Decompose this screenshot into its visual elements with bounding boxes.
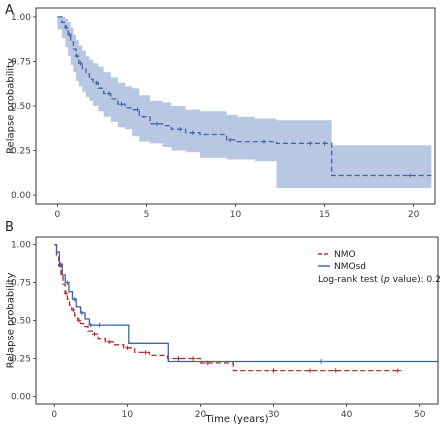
censor-mark-nmosd bbox=[72, 297, 77, 302]
censor-mark-nmo bbox=[271, 368, 276, 373]
censor-mark-overall bbox=[154, 121, 160, 126]
panel-b-chart: 0 10 20 30 40 50 0.00 0.25 0.50 0.75 1.00 Relapse p… bbox=[6, 236, 439, 425]
x-tick-label: 20 bbox=[408, 210, 420, 220]
censor-mark-nmo bbox=[307, 368, 313, 373]
y-tick-label: 0.25 bbox=[11, 354, 31, 364]
x-tick-label: 10 bbox=[122, 410, 134, 420]
censor-mark-nmo bbox=[106, 339, 112, 344]
censor-mark-nmo bbox=[190, 356, 196, 361]
censor-mark-nmo bbox=[176, 356, 181, 361]
censor-mark-nmosd bbox=[88, 322, 93, 328]
plot-frame bbox=[35, 236, 439, 405]
censor-mark-overall bbox=[407, 173, 413, 178]
censor-mark-nmo bbox=[63, 291, 69, 296]
y-tick-label: 0.00 bbox=[11, 392, 31, 402]
x-tick-label: 50 bbox=[414, 410, 426, 420]
x-tick-label: 30 bbox=[268, 410, 280, 420]
censor-mark-overall bbox=[228, 137, 233, 143]
y-axis-title: Relapse probability bbox=[6, 273, 17, 369]
survival-curve-nmosd bbox=[54, 243, 438, 363]
y-tick-label: 0.00 bbox=[11, 191, 31, 201]
censor-mark-nmo bbox=[92, 332, 97, 337]
censor-mark-nmosd bbox=[79, 310, 85, 316]
censor-mark-nmosd bbox=[65, 280, 70, 285]
x-axis-title: Time (years) bbox=[205, 414, 269, 425]
censor-mark-nmo bbox=[125, 345, 130, 350]
confidence-band-overall bbox=[57, 16, 432, 189]
panel-letter-a: A bbox=[5, 3, 14, 18]
y-tick-label: 0.75 bbox=[11, 57, 31, 67]
plot-area-b bbox=[54, 243, 438, 373]
survival-curve-overall bbox=[57, 16, 432, 177]
y-tick-label: 0.25 bbox=[11, 147, 31, 157]
y-tick-label: 0.50 bbox=[11, 317, 31, 327]
censor-mark-overall bbox=[64, 25, 69, 30]
censor-mark-overall bbox=[94, 80, 99, 85]
y-axis-title: Relapse probability bbox=[6, 58, 17, 154]
plot-area-a bbox=[57, 16, 432, 189]
y-tick-label: 0.50 bbox=[11, 102, 31, 112]
panel-letter-b: B bbox=[5, 220, 14, 235]
y-tick-label: 1.00 bbox=[11, 241, 31, 251]
censor-mark-nmosd bbox=[97, 322, 102, 328]
censor-mark-overall bbox=[119, 102, 124, 107]
censor-mark-nmo bbox=[71, 307, 76, 313]
censor-mark-overall bbox=[322, 141, 327, 146]
censor-mark-overall bbox=[190, 130, 195, 135]
legend-nmo-label: NMO bbox=[334, 250, 356, 260]
censor-mark-nmo bbox=[333, 368, 338, 373]
censor-mark-overall bbox=[178, 127, 183, 132]
logrank-annotation: Log-rank test (p value): 0.29 bbox=[318, 275, 440, 285]
x-tick-label: 5 bbox=[144, 210, 150, 220]
y-tick-label: 0.75 bbox=[11, 279, 31, 289]
censor-mark-nmosd bbox=[58, 262, 64, 267]
survival-curve-nmo bbox=[54, 243, 402, 372]
censor-mark-nmo bbox=[143, 350, 148, 355]
y-tick-label: 1.00 bbox=[11, 13, 31, 23]
x-tick-label: 20 bbox=[195, 410, 207, 420]
censor-mark-overall bbox=[74, 53, 80, 59]
x-tick-label: 40 bbox=[341, 410, 353, 420]
censor-mark-nmosd bbox=[318, 359, 324, 364]
censor-mark-overall bbox=[261, 139, 267, 144]
censor-mark-overall bbox=[78, 61, 83, 66]
legend-nmosd-label: NMOsd bbox=[334, 262, 366, 272]
panel-b-legend: NMO NMOsd Log-rank test (p value): 0.29 bbox=[318, 250, 440, 285]
x-tick-label: 15 bbox=[319, 210, 330, 220]
x-tick-label: 0 bbox=[55, 210, 61, 220]
censor-mark-overall bbox=[135, 107, 140, 112]
x-tick-label: 10 bbox=[230, 210, 242, 220]
panel-a-chart: 0 5 10 15 20 0.00 0.25 0.50 0.75 1.00 Relapse prob… bbox=[6, 7, 436, 220]
x-tick-label: 0 bbox=[51, 410, 57, 420]
censor-mark-overall bbox=[67, 32, 72, 37]
censor-mark-nmo bbox=[395, 368, 400, 373]
censor-mark-overall bbox=[106, 91, 112, 96]
censor-mark-nmo bbox=[76, 318, 82, 323]
censor-mark-overall bbox=[308, 141, 313, 146]
